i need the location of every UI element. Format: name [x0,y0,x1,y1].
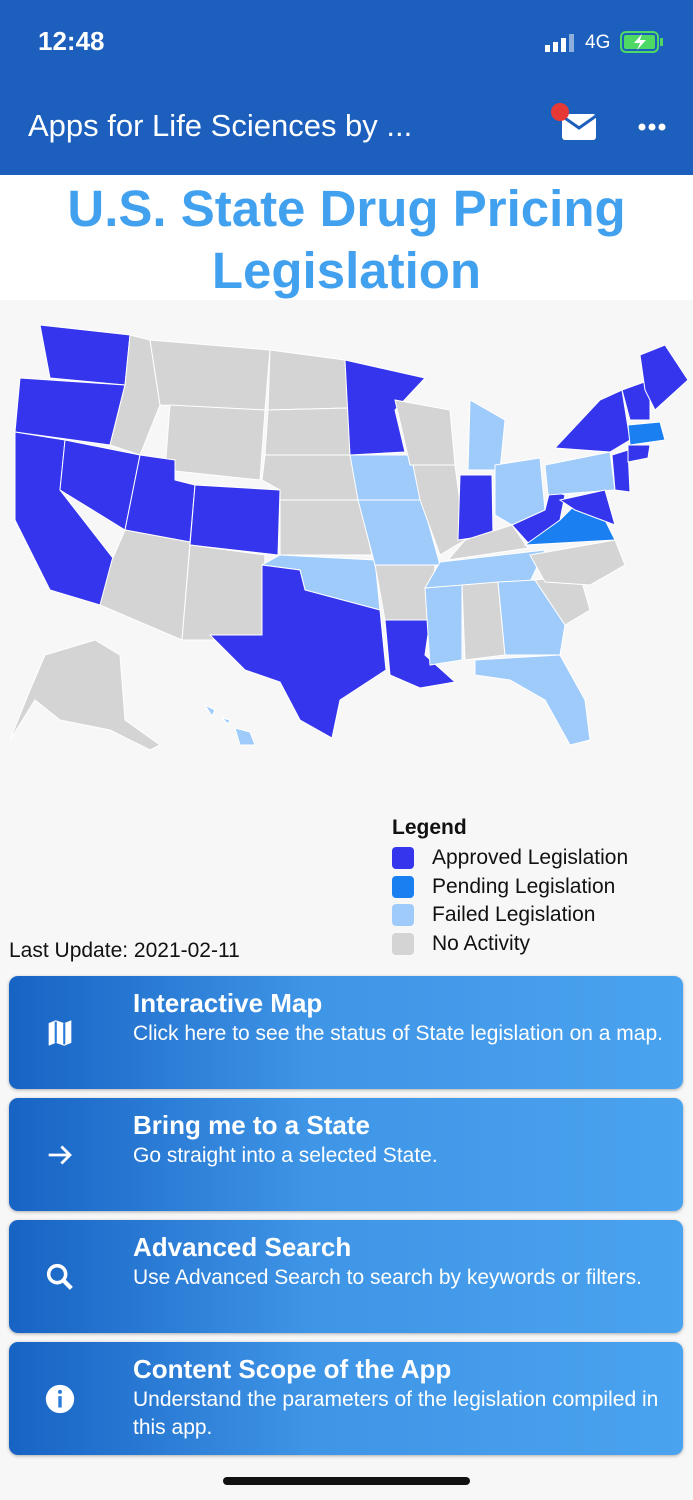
page-title: U.S. State Drug Pricing Legislation [67,180,626,299]
legend-item: Pending Legislation [392,873,628,902]
state-shape [553,389,631,453]
state-shape [621,379,651,421]
state-shape [611,449,631,493]
clock: 12:48 [38,26,105,56]
state-shape [234,727,256,746]
legend-item: No Activity [392,930,628,959]
header [0,175,693,300]
legend-label: Failed Legislation [432,903,596,927]
state-shape [457,474,494,541]
info-icon [45,1384,75,1414]
state-shape [189,484,281,556]
state-shape [412,464,466,556]
menu-title: Content Scope of the App [133,1354,452,1384]
legend-item: Failed Legislation [392,901,628,930]
state-shape [474,654,591,746]
arrow-icon [48,1145,72,1165]
legend-swatch [392,875,414,898]
top-bar: 12:48 4G Apps for Life Sciences by ... [0,0,693,175]
state-shape [264,407,351,456]
state-shape [558,489,616,526]
menu-description: Click here to see the status of State le… [133,1022,663,1045]
state-shape [544,451,616,496]
state-shape [164,404,266,481]
state-shape [267,349,349,411]
legend: Legend Approved Legislation Pending Legis… [392,816,628,958]
legend-item: Approved Legislation [392,844,628,873]
state-shape [467,399,506,471]
battery-icon [620,31,663,53]
menu-description: Understand the parameters of the legisla… [133,1388,659,1439]
menu-card[interactable]: Advanced Search Use Advanced Search to s… [9,1220,683,1333]
menu-card[interactable]: Content Scope of the App Understand the … [9,1342,683,1455]
network: 4G [585,32,611,53]
state-shape [181,544,266,641]
state-shape [208,564,387,739]
state-shape [99,529,191,641]
state-shape [149,339,271,411]
state-shape [220,717,231,725]
state-shape [446,524,529,561]
state-shape [424,584,463,666]
last-update: Last Update: 2021-02-11 [9,939,240,962]
legend-label: Pending Legislation [432,874,616,898]
menu-title: Advanced Search [133,1232,352,1262]
home-indicator [223,1477,470,1485]
state-shape [627,421,666,446]
legend-swatch [392,904,414,927]
legend-label: No Activity [432,931,531,955]
menu-description: Go straight into a selected State. [133,1144,438,1167]
state-shape [529,539,626,586]
legend-label: Approved Legislation [432,846,629,870]
search-icon [46,1263,73,1290]
map-icon [48,1020,72,1046]
state-shape [9,639,161,751]
app-title: Apps for Life Sciences by ... [28,108,413,143]
menu-title: Interactive Map [133,988,323,1018]
state-shape [279,499,373,556]
signal-icon [545,34,574,52]
menu-description: Use Advanced Search to search by keyword… [133,1266,642,1289]
state-shape [497,579,566,656]
us-map [9,324,689,751]
state-shape [461,581,506,661]
menu-card[interactable]: Interactive Map Click here to see the st… [9,976,683,1089]
state-shape [639,344,689,411]
menu-title: Bring me to a State [133,1110,370,1140]
menu-card[interactable]: Bring me to a State Go straight into a s… [9,1098,683,1211]
state-shape [627,444,651,463]
legend-title: Legend [392,816,467,839]
legend-swatch [392,932,414,955]
state-shape [39,324,131,386]
more-button[interactable] [636,120,668,134]
legend-swatch [392,847,414,870]
state-shape [344,359,426,456]
state-shape [203,703,216,718]
mail-button[interactable] [548,100,600,144]
